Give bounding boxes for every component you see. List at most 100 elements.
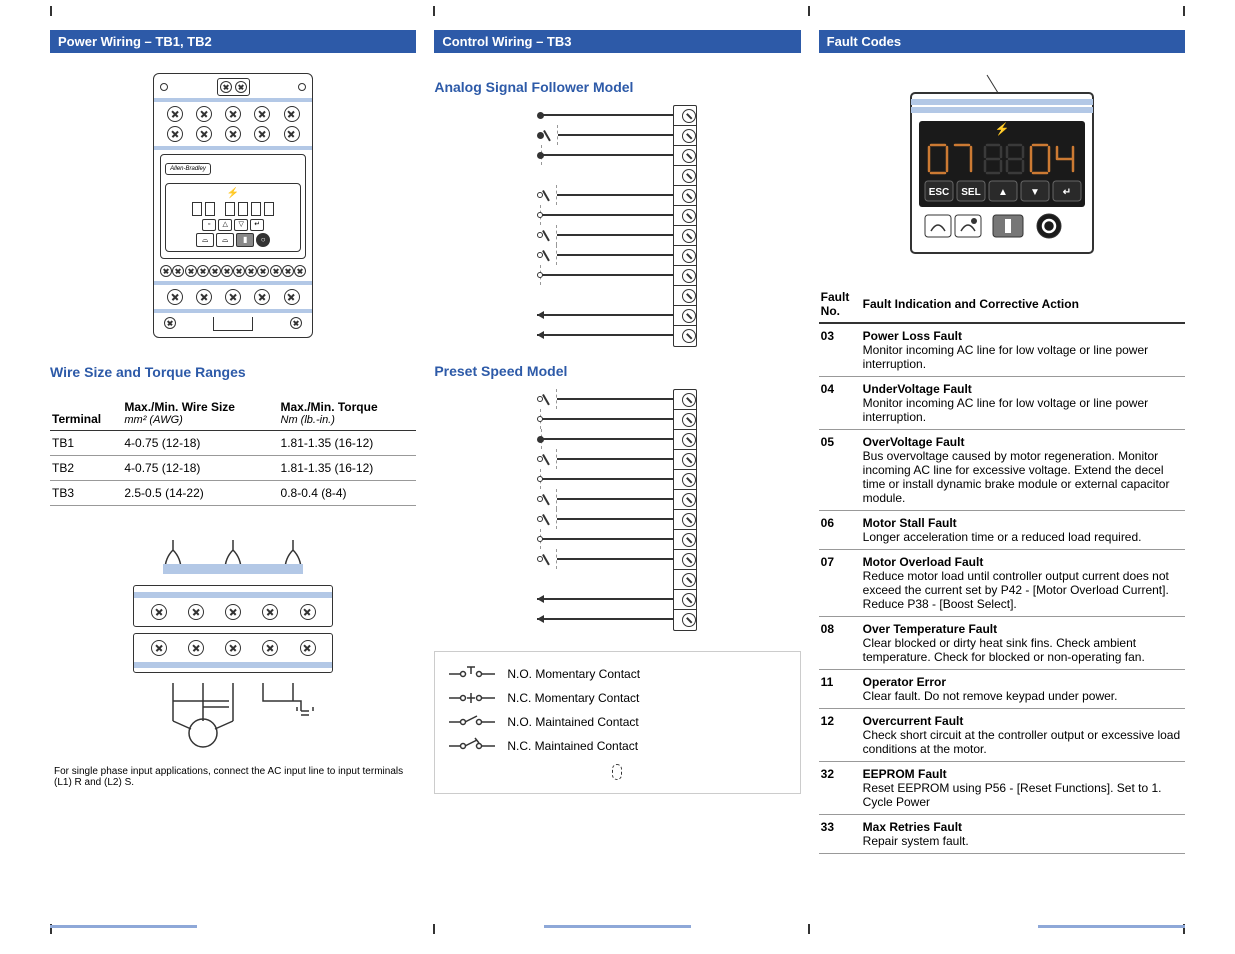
terminal-wire-row [537, 185, 673, 205]
single-phase-caption: For single phase input applications, con… [50, 766, 416, 788]
terminal-icon [682, 533, 696, 547]
terminal-icon [167, 106, 183, 122]
fault-row: 08Over Temperature FaultClear blocked or… [819, 617, 1185, 670]
terminal-icon [682, 149, 696, 163]
wire-size-table: TerminalMax./Min. Wire Sizemm² (AWG)Max.… [50, 396, 416, 506]
fault-row: 11Operator ErrorClear fault. Do not remo… [819, 670, 1185, 709]
terminal-icon [682, 593, 696, 607]
bolt-icon: ⚡ [170, 188, 296, 199]
fault-description: Power Loss FaultMonitor incoming AC line… [861, 323, 1185, 377]
fault-description: Over Temperature FaultClear blocked or d… [861, 617, 1185, 670]
bolt-icon: ⚡ [994, 122, 1009, 136]
terminal-icon [254, 289, 270, 305]
terminal-wire-row [537, 285, 673, 305]
header-control-wiring: Control Wiring – TB3 [434, 30, 800, 53]
terminal-wire-row [537, 389, 673, 409]
terminal-icon [284, 106, 300, 122]
terminal-icon [682, 169, 696, 183]
legend-label: N.C. Momentary Contact [507, 691, 639, 705]
power-wiring-diagram: For single phase input applications, con… [50, 534, 416, 788]
keypad-button: SEL [957, 181, 985, 201]
terminal-icon [225, 106, 241, 122]
terminal-icon [682, 189, 696, 203]
terminal-icon [682, 393, 696, 407]
terminal-icon [682, 453, 696, 467]
terminal-wire-row [537, 429, 673, 449]
keypad-btn: ▫ [202, 219, 216, 231]
keypad-illustration: ⚡ ESC SEL ▲▼ ↵ [819, 73, 1185, 268]
terminal-wire-row [537, 449, 673, 469]
terminal-wire-row [537, 205, 673, 225]
terminal-wire-row [537, 509, 673, 529]
wire-table-row: TB32.5-0.5 (14-22)0.8-0.4 (8-4) [50, 481, 416, 506]
fault-number: 06 [819, 511, 861, 550]
terminal-icon [682, 493, 696, 507]
terminal-icon [167, 126, 183, 142]
svg-text:SEL: SEL [961, 187, 980, 198]
brand-label: Allen-Bradley [165, 163, 211, 175]
contact-symbol-icon [447, 665, 497, 683]
terminal-wire-row [537, 589, 673, 609]
terminal-wire-row [537, 529, 673, 549]
terminal-wire-row [537, 489, 673, 509]
ground-terminal-icon [220, 81, 232, 93]
fault-number: 11 [819, 670, 861, 709]
motor-wiring-svg [133, 679, 333, 749]
terminal-icon [290, 317, 302, 329]
terminal-icon [682, 109, 696, 123]
svg-text:↵: ↵ [1063, 187, 1071, 198]
fault-number: 03 [819, 323, 861, 377]
terminal-icon [682, 613, 696, 627]
fault-description: EEPROM FaultReset EEPROM using P56 - [Re… [861, 762, 1185, 815]
terminal-wire-row [537, 125, 673, 145]
keypad-button: ▲ [989, 181, 1017, 201]
terminal-icon [682, 513, 696, 527]
terminal-icon [682, 229, 696, 243]
fault-row: 06Motor Stall FaultLonger acceleration t… [819, 511, 1185, 550]
terminal-icon [682, 249, 696, 263]
svg-text:ESC: ESC [929, 187, 950, 198]
terminal-icon [682, 473, 696, 487]
keypad-button: ↵ [1053, 181, 1081, 201]
analog-terminal-diagram [537, 105, 697, 347]
terminal-icon [225, 126, 241, 142]
header-fault-codes: Fault Codes [819, 30, 1185, 53]
mode-btn: ⌓ [196, 233, 214, 247]
fault-number: 12 [819, 709, 861, 762]
terminal-wire-row [537, 549, 673, 569]
terminal-wire-row [537, 105, 673, 125]
terminal-wire-row [537, 265, 673, 285]
fault-desc-header: Fault Indication and Corrective Action [861, 286, 1185, 323]
fault-number: 33 [819, 815, 861, 854]
terminal-wire-row [537, 409, 673, 429]
terminal-wire-row [537, 569, 673, 589]
terminal-icon [196, 289, 212, 305]
keypad-button: ESC [925, 181, 953, 201]
terminal-icon [196, 126, 212, 142]
wire-table-header: Max./Min. TorqueNm (lb.-in.) [279, 396, 417, 431]
input-wiring-svg [133, 534, 333, 580]
fault-description: OverVoltage FaultBus overvoltage caused … [861, 430, 1185, 511]
contact-symbol-icon [447, 713, 497, 731]
mode-btn: ▮ [236, 233, 254, 247]
terminal-icon [160, 265, 172, 277]
fault-code-table: FaultNo. Fault Indication and Corrective… [819, 286, 1185, 854]
terminal-wire-row [537, 325, 673, 345]
fault-number: 32 [819, 762, 861, 815]
fault-description: Motor Stall FaultLonger acceleration tim… [861, 511, 1185, 550]
keypad-button: ▼ [1021, 181, 1049, 201]
terminal-icon [225, 289, 241, 305]
keypad-btn: ↵ [250, 219, 264, 231]
legend-row: N.O. Maintained Contact [447, 710, 787, 734]
ground-terminal-icon [235, 81, 247, 93]
mode-btn: ⌓ [216, 233, 234, 247]
terminal-icon [196, 106, 212, 122]
terminal-wire-row [537, 305, 673, 325]
fault-description: Max Retries FaultRepair system fault. [861, 815, 1185, 854]
legend-label: N.O. Maintained Contact [507, 715, 638, 729]
wire-table-header: Terminal [50, 396, 122, 431]
terminal-icon [164, 317, 176, 329]
preset-terminal-diagram [537, 389, 697, 631]
column-power-wiring: Power Wiring – TB1, TB2 Allen-Bradley ⚡ [50, 30, 416, 934]
terminal-icon [682, 289, 696, 303]
